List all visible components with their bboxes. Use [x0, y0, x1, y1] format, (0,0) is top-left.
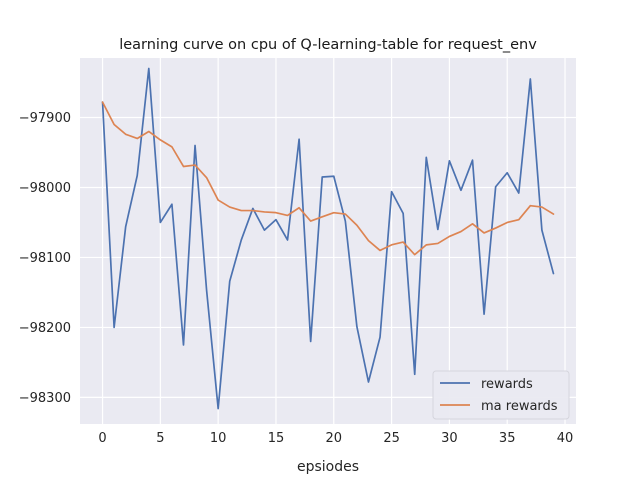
- x-tick-label: 25: [383, 431, 400, 446]
- grid: [80, 58, 576, 424]
- legend-label-rewards: rewards: [481, 377, 533, 392]
- x-tick-labels: 0 5 10 15 20 25 30 35 40: [98, 431, 573, 446]
- x-axis-label: epsiodes: [297, 459, 359, 475]
- series-lines: [101, 67, 555, 410]
- series-line-ma-rewards: [101, 101, 555, 256]
- y-tick-labels: −98300 −98200 −98100 −98000 −97900: [19, 111, 71, 406]
- y-tick-label: −98100: [19, 251, 71, 266]
- x-tick-label: 30: [441, 431, 458, 446]
- y-tick-label: −98200: [19, 321, 71, 336]
- x-tick-label: 5: [156, 431, 164, 446]
- x-tick-label: 20: [326, 431, 343, 446]
- x-tick-label: 35: [499, 431, 516, 446]
- legend: rewards ma rewards: [432, 370, 570, 420]
- x-tick-label: 40: [557, 431, 574, 446]
- legend-label-ma-rewards: ma rewards: [481, 399, 558, 414]
- y-tick-label: −97900: [19, 111, 71, 126]
- plot-area: [80, 58, 576, 424]
- y-tick-label: −98300: [19, 391, 71, 406]
- x-tick-label: 0: [98, 431, 106, 446]
- y-tick-label: −98000: [19, 181, 71, 196]
- chart-title: learning curve on cpu of Q-learning-tabl…: [119, 37, 537, 53]
- x-tick-label: 15: [268, 431, 285, 446]
- series-line-rewards: [101, 67, 555, 410]
- x-tick-label: 10: [210, 431, 227, 446]
